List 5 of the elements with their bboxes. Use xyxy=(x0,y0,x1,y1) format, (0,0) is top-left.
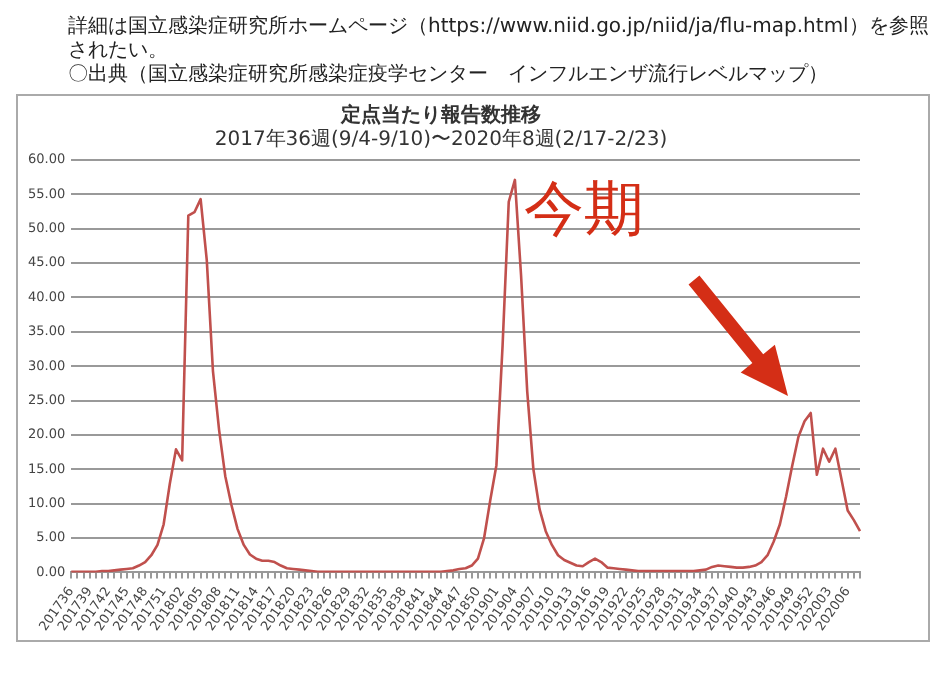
chart-title: 定点当たり報告数推移 xyxy=(339,103,541,128)
annotation: 今期 xyxy=(523,175,644,246)
text: 詳細は国立感染症研究所ホームページ（https://www.niid.go.jp/niid/ja/flu-map.html）を参照されたい。 xyxy=(68,16,930,63)
text: 〇出典（国立感染症研究所感染症疫学センター インフルエンザ流行レベルマップ） xyxy=(68,64,830,88)
chart-subtitle: 2017年36週(9/4-9/10)〜2020年8週(2/17-2/23) xyxy=(214,127,668,152)
